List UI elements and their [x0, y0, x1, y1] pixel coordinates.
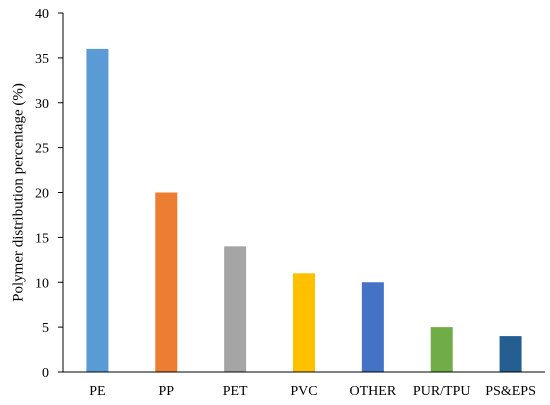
bar-other [361, 282, 384, 372]
bar-pur-tpu [430, 327, 453, 372]
y-tick-label: 15 [35, 231, 49, 246]
bar-pet [224, 246, 247, 372]
x-tick-label: PP [158, 384, 174, 399]
y-tick-label: 35 [35, 52, 49, 67]
y-tick-label: 5 [42, 321, 49, 336]
y-tick-label: 25 [35, 142, 49, 157]
bar-pvc [293, 273, 315, 372]
bars [86, 48, 522, 373]
bar-pp [155, 192, 178, 372]
y-tick-label: 10 [35, 276, 49, 291]
x-tick-label: PVC [290, 384, 317, 399]
y-tick-label: 40 [35, 7, 49, 22]
y-tick-label: 30 [35, 97, 49, 112]
x-tick-label: PET [223, 384, 248, 399]
bar-pe [86, 48, 109, 373]
x-axis-labels: PE PP PET PVC OTHER PUR/TPU PS&EPS [89, 384, 536, 399]
y-tick-label: 0 [42, 366, 49, 381]
x-tick-label: PE [89, 384, 105, 399]
y-tick-label: 20 [35, 187, 49, 202]
x-tick-label: PUR/TPU [413, 384, 471, 399]
x-tick-label: OTHER [350, 384, 397, 399]
x-tick-label: PS&EPS [485, 384, 536, 399]
y-axis-title: Polymer distribution percentage (%) [10, 83, 26, 302]
y-axis-ticks: 0 5 10 15 20 25 30 35 40 [35, 7, 63, 381]
bar-ps-eps [499, 336, 522, 372]
